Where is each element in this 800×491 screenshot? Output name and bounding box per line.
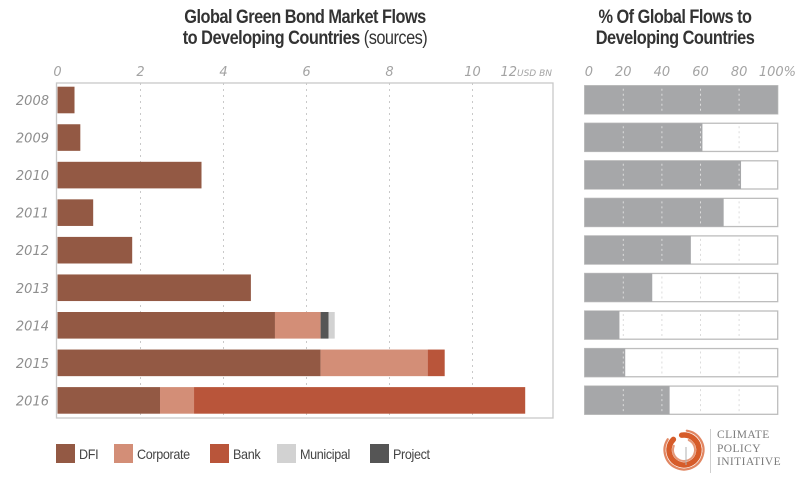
- bar-municipal-2014: [328, 312, 335, 339]
- left-year-label: 2010: [16, 169, 49, 184]
- bar-dfi-2013: [57, 274, 251, 302]
- legend-item-corporate: Corporate: [114, 444, 196, 463]
- left-x-tick-label: 6: [302, 65, 310, 80]
- left-year-label: 2009: [16, 132, 49, 147]
- legend-label-municipal: Municipal: [300, 445, 351, 462]
- left-year-label: 2012: [16, 244, 49, 259]
- right-title-line2: Developing Countries: [595, 28, 755, 49]
- bar-dfi-2015: [57, 349, 321, 377]
- legend-swatch-bank: [210, 444, 230, 463]
- bar-dfi-2008: [57, 86, 75, 114]
- legend-item-dfi: DFI: [56, 444, 100, 463]
- right-chart-title: % Of Global Flows to Developing Countrie…: [572, 7, 778, 49]
- legend-swatch-project: [369, 444, 389, 463]
- right-x-tick-label: 40: [654, 65, 671, 80]
- legend-swatch-corporate: [114, 444, 134, 463]
- bar-dfi-2011: [57, 199, 94, 226]
- bar-bank-2015: [427, 349, 445, 377]
- share-bar-2010: [584, 160, 742, 189]
- legend-label-project: Project: [392, 445, 430, 462]
- left-title-suffix: (sources): [363, 28, 428, 49]
- left-x-tick-label: 0: [53, 65, 61, 80]
- share-bar-2013: [584, 273, 653, 302]
- climate-policy-initiative-logo: CLIMATE POLICY INITIATIVE: [660, 425, 800, 480]
- left-chart-title: Global Green Bond Market Flows to Develo…: [120, 7, 490, 49]
- legend-swatch-municipal: [277, 444, 297, 463]
- logo-ring-arc: [663, 429, 705, 471]
- share-bar-2009: [584, 123, 703, 152]
- bar-dfi-2010: [57, 161, 202, 189]
- right-x-tick-label: 0: [585, 65, 593, 80]
- legend-swatch-dfi: [56, 444, 75, 463]
- logo-ring-arc: [672, 439, 696, 462]
- bar-corporate-2015: [320, 349, 428, 377]
- logo-line-2: POLICY: [717, 442, 761, 455]
- left-year-label: 2015: [16, 357, 49, 372]
- left-year-label: 2016: [16, 394, 49, 409]
- right-x-tick-label: 100%: [759, 65, 796, 80]
- left-x-tick-label: 12: [500, 65, 517, 80]
- share-bar-2008: [584, 85, 778, 114]
- logo-line-1: CLIMATE: [717, 429, 770, 441]
- bar-project-2014: [320, 312, 329, 339]
- bar-dfi-2016: [57, 387, 161, 414]
- legend: DFI Corporate Bank Municipal Project: [56, 444, 448, 463]
- logo-divider: [710, 429, 711, 473]
- logo-ring-arc: [666, 432, 702, 468]
- share-bar-2014: [584, 311, 620, 340]
- legend-item-municipal: Municipal: [277, 444, 356, 463]
- left-x-tick-label: 2: [136, 65, 144, 80]
- left-plot-frame: [55, 82, 554, 419]
- legend-item-bank: Bank: [210, 444, 263, 463]
- left-x-tick-label: 4: [219, 65, 227, 80]
- legend-label-dfi: DFI: [79, 445, 99, 462]
- legend-label-bank: Bank: [233, 445, 261, 462]
- share-bar-2016: [584, 386, 670, 415]
- legend-item-project: Project: [369, 444, 434, 463]
- left-year-label: 2008: [16, 94, 49, 109]
- bar-corporate-2014: [274, 312, 321, 339]
- right-title-line1: % Of Global Flows to: [598, 7, 752, 28]
- left-title-line2-wrap: to Developing Countries (sources): [120, 28, 490, 49]
- left-x-tick-label: 10: [464, 65, 481, 80]
- right-x-tick-label: 60: [692, 65, 709, 80]
- share-bar-2011: [584, 198, 724, 227]
- left-title-line2: to Developing Countries: [182, 28, 360, 49]
- bar-corporate-2016: [160, 387, 195, 414]
- share-bar-2015: [584, 348, 626, 377]
- bar-dfi-2012: [57, 236, 133, 264]
- left-year-label: 2013: [16, 282, 49, 297]
- share-bar-2012: [584, 235, 691, 265]
- left-year-label: 2014: [16, 319, 49, 334]
- logo-line-3: INITIATIVE: [717, 456, 782, 468]
- bar-dfi-2009: [57, 124, 81, 151]
- right-x-tick-label: 80: [731, 65, 748, 80]
- logo-text: CLIMATE POLICY INITIATIVE: [717, 429, 781, 470]
- bar-bank-2016: [194, 387, 526, 414]
- bar-dfi-2014: [57, 312, 275, 339]
- logo-swirl-icon: [663, 429, 705, 471]
- left-x-axis-unit: USD BN: [517, 69, 552, 79]
- left-x-tick-label: 8: [385, 65, 393, 80]
- left-title-line1: Global Green Bond Market Flows: [184, 7, 426, 28]
- legend-label-corporate: Corporate: [137, 445, 191, 462]
- right-x-tick-label: 20: [615, 65, 632, 80]
- left-year-label: 2011: [16, 207, 49, 222]
